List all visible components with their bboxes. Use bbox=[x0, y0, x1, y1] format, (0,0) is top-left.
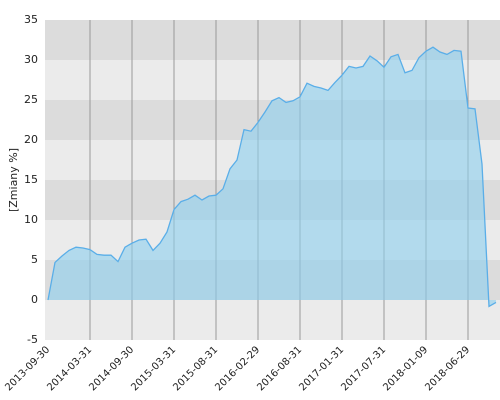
y-tick-label: 10 bbox=[24, 213, 38, 226]
x-tick-label: 2018-06-29 bbox=[423, 344, 472, 393]
y-tick-label: 30 bbox=[24, 53, 38, 66]
y-tick-label: 25 bbox=[24, 93, 38, 106]
line bbox=[47, 46, 497, 308]
y-tick-label: 35 bbox=[24, 13, 38, 26]
y-tick-label: 20 bbox=[24, 133, 38, 146]
grid-band bbox=[45, 300, 500, 340]
y-tick-label: 5 bbox=[31, 253, 38, 266]
area bbox=[48, 47, 496, 307]
y-tick-label: -5 bbox=[27, 333, 38, 346]
y-axis-label: [Zmiany %] bbox=[7, 148, 20, 212]
y-tick-label: 0 bbox=[31, 293, 38, 306]
y-tick-label: 15 bbox=[24, 173, 38, 186]
